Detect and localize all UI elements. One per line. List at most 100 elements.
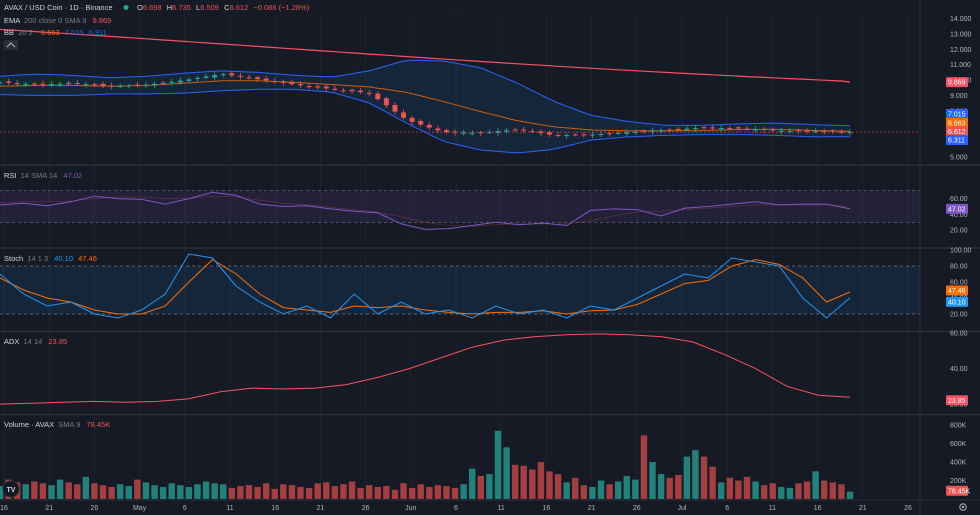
time-tick-label: 11 bbox=[498, 505, 505, 512]
volume-bar bbox=[99, 485, 107, 499]
candle bbox=[289, 80, 295, 86]
price-pane[interactable] bbox=[0, 28, 920, 154]
low-value: 6.509 bbox=[200, 3, 219, 12]
candle bbox=[23, 81, 29, 88]
candle bbox=[692, 125, 698, 133]
candle bbox=[469, 130, 475, 136]
rsi-tick-label: 20.00 bbox=[950, 228, 968, 235]
rsi-value-tag: 47.02 bbox=[946, 203, 968, 214]
volume-bar bbox=[546, 471, 553, 499]
svg-text:6.311: 6.311 bbox=[948, 138, 965, 145]
candle bbox=[710, 124, 716, 131]
volume-bar bbox=[391, 489, 399, 499]
rsi-legend[interactable]: RSI 14 SMA 14 47.02 bbox=[4, 171, 82, 180]
volume-bar bbox=[709, 466, 716, 499]
volume-bar bbox=[503, 447, 510, 499]
adx-pane[interactable] bbox=[0, 333, 851, 405]
svg-text:6.612: 6.612 bbox=[948, 129, 966, 136]
time-axis[interactable]: 16 21 26 May 6 11 16 21 26 Jun 6 11 16 21 26 Jul 6 11 16 21… bbox=[0, 505, 912, 512]
collapse-legend-button[interactable] bbox=[4, 40, 18, 50]
gear-icon[interactable] bbox=[959, 503, 967, 511]
volume-bar bbox=[383, 486, 390, 499]
stoch-tick-label: 60.00 bbox=[950, 280, 968, 287]
svg-text:78.45K: 78.45K bbox=[948, 488, 971, 495]
candle bbox=[581, 131, 587, 138]
candle bbox=[340, 87, 346, 94]
volume-bar bbox=[675, 475, 682, 499]
svg-text:7.015: 7.015 bbox=[948, 112, 966, 119]
volume-bar bbox=[408, 487, 416, 499]
candle bbox=[486, 129, 492, 134]
volume-bar bbox=[331, 486, 339, 499]
candle bbox=[255, 75, 261, 83]
volume-bar bbox=[220, 484, 227, 499]
stoch-legend[interactable]: Stoch 14 1 3 40.10 47.46 bbox=[4, 254, 97, 263]
price-tick-label: 11.000 bbox=[950, 62, 971, 69]
volume-bar bbox=[185, 487, 193, 499]
adx-tick-label: 40.00 bbox=[950, 366, 968, 373]
volume-legend[interactable]: Volume · AVAX SMA 9 78.45K bbox=[4, 420, 110, 429]
candle bbox=[49, 81, 55, 88]
volume-bar bbox=[297, 487, 304, 499]
stoch-pane[interactable] bbox=[0, 253, 920, 319]
volume-pane[interactable] bbox=[0, 430, 854, 499]
volume-bar bbox=[657, 474, 665, 499]
candle bbox=[778, 127, 784, 135]
candle bbox=[14, 80, 20, 87]
rsi-pane[interactable] bbox=[0, 190, 920, 230]
symbol-title[interactable]: AVAX / USD Coin · 1D · Binance bbox=[4, 3, 113, 12]
candle bbox=[0, 81, 3, 86]
ema-legend[interactable]: EMA 200 close 0 SMA 9 9.869 bbox=[4, 16, 111, 25]
volume-bar bbox=[82, 476, 90, 499]
volume-bar bbox=[606, 484, 613, 499]
volume-bar bbox=[597, 480, 605, 499]
rsi-tick-label: 60.00 bbox=[950, 196, 968, 203]
candle bbox=[126, 84, 132, 89]
candle bbox=[315, 84, 321, 90]
volume-bar bbox=[451, 487, 459, 499]
candle bbox=[675, 126, 681, 132]
candle bbox=[512, 127, 518, 132]
stoch-tick-label: 80.00 bbox=[950, 264, 968, 271]
candle bbox=[272, 78, 278, 84]
volume-bar bbox=[760, 485, 768, 499]
adx-legend[interactable]: ADX 14 14 23.85 bbox=[4, 337, 67, 346]
candle bbox=[392, 102, 398, 115]
bollinger-upper-line bbox=[0, 59, 851, 127]
candle bbox=[521, 126, 527, 134]
price-tick-label: 13.000 bbox=[950, 31, 972, 38]
volume-bar bbox=[357, 487, 364, 499]
volume-tick-label: 200K bbox=[950, 478, 967, 485]
bb-legend[interactable]: BB 20 2 6.663 7.015 6.311 bbox=[4, 28, 107, 37]
candle bbox=[100, 81, 106, 89]
volume-tick-label: 800K bbox=[950, 423, 967, 430]
open-label: O bbox=[137, 3, 143, 12]
open-value: 6.698 bbox=[143, 3, 162, 12]
volume-bar bbox=[469, 468, 476, 499]
candle bbox=[667, 127, 673, 133]
volume-bar bbox=[786, 487, 794, 499]
time-tick-label: 26 bbox=[362, 505, 370, 512]
candle bbox=[727, 125, 733, 131]
rsi-band-background bbox=[0, 190, 920, 223]
candle bbox=[401, 109, 407, 120]
candle bbox=[452, 129, 458, 136]
candle bbox=[795, 128, 801, 134]
candle bbox=[160, 81, 166, 85]
tradingview-logo[interactable]: TV bbox=[2, 480, 20, 498]
volume-bar bbox=[477, 475, 485, 499]
volume-bar bbox=[340, 484, 347, 499]
volume-bar bbox=[117, 484, 124, 499]
svg-text:47.46: 47.46 bbox=[948, 288, 966, 295]
adx-value-tag: 23.85 bbox=[946, 395, 968, 406]
price-tick-label: 14.000 bbox=[950, 16, 972, 23]
candle bbox=[701, 125, 707, 130]
volume-bar bbox=[520, 465, 527, 499]
candle bbox=[461, 129, 467, 136]
candle bbox=[813, 128, 819, 134]
volume-bar bbox=[683, 456, 691, 499]
volume-bar bbox=[254, 487, 261, 499]
volume-bar bbox=[572, 477, 579, 499]
